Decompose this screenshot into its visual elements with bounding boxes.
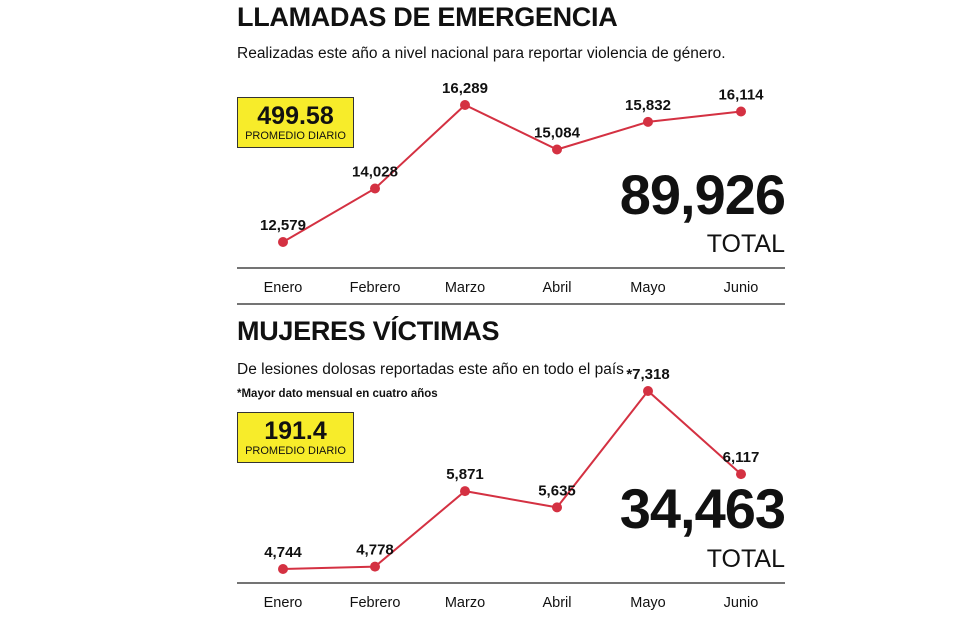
chart1-data-label-marzo: 16,289 xyxy=(442,80,488,97)
chart2-data-label-enero: 4,744 xyxy=(264,544,302,561)
chart2-total-value: 34,463 xyxy=(619,477,786,540)
chart1-daily-average-value: 499.58 xyxy=(257,102,334,130)
chart2-point-febrero xyxy=(370,561,380,572)
chart1-data-label-enero: 12,579 xyxy=(260,217,306,234)
chart2-x-tick-junio: Junio xyxy=(724,595,759,611)
chart2-point-mayo xyxy=(643,386,653,396)
chart1-point-abril xyxy=(552,144,562,155)
chart1-point-marzo xyxy=(460,100,470,110)
chart1-data-label-abril: 15,084 xyxy=(534,125,581,142)
chart2-point-abril xyxy=(552,502,562,513)
chart1-x-tick-abril: Abril xyxy=(542,280,571,296)
chart2-x-tick-abril: Abril xyxy=(542,595,571,611)
chart1-point-mayo xyxy=(643,116,653,127)
chart1-data-label-mayo: 15,832 xyxy=(625,97,671,114)
chart2-data-label-febrero: 4,778 xyxy=(356,542,394,559)
chart1-subtitle: Realizadas este año a nivel nacional par… xyxy=(237,45,726,62)
chart2-data-label-mayo: *7,318 xyxy=(626,366,669,383)
chart1-daily-average-box: 499.58 PROMEDIO DIARIO xyxy=(237,97,354,148)
chart2-x-tick-febrero: Febrero xyxy=(350,595,401,611)
chart1-series-line xyxy=(282,103,742,243)
chart2-x-tick-mayo: Mayo xyxy=(630,595,665,611)
chart1-data-label-junio: 16,114 xyxy=(718,87,764,104)
chart2-data-label-abril: 5,635 xyxy=(538,482,576,499)
chart1-x-tick-junio: Junio xyxy=(724,280,759,296)
chart2-title: MUJERES VÍCTIMAS xyxy=(237,316,500,346)
chart2-daily-average-box: 191.4 PROMEDIO DIARIO xyxy=(237,412,354,463)
chart2-data-label-junio: 6,117 xyxy=(723,449,760,466)
chart1-data-label-febrero: 14,028 xyxy=(352,164,398,181)
chart2-footnote: *Mayor dato mensual en cuatro años xyxy=(237,388,438,400)
chart2-subtitle: De lesiones dolosas reportadas este año … xyxy=(237,361,624,378)
chart1-daily-average-label: PROMEDIO DIARIO xyxy=(245,130,346,142)
chart1-total-label: TOTAL xyxy=(706,230,785,258)
chart1-point-febrero xyxy=(370,183,380,194)
chart2-data-label-marzo: 5,871 xyxy=(446,466,484,483)
chart2-daily-average-label: PROMEDIO DIARIO xyxy=(245,445,346,457)
chart2-point-junio xyxy=(736,469,746,480)
chart2-x-tick-enero: Enero xyxy=(264,595,303,611)
chart1-x-tick-enero: Enero xyxy=(264,280,303,296)
chart1-point-junio xyxy=(736,106,746,117)
chart1-x-tick-febrero: Febrero xyxy=(350,280,401,296)
chart2-x-tick-marzo: Marzo xyxy=(445,595,485,611)
chart2-point-enero xyxy=(278,564,288,574)
chart1-x-tick-marzo: Marzo xyxy=(445,280,485,296)
chart2-series-line xyxy=(282,389,742,570)
chart2-total-label: TOTAL xyxy=(706,545,785,573)
chart2-daily-average-value: 191.4 xyxy=(264,417,327,445)
chart1-plot: 12,579 Enero 14,028 Febrero 16,289 Marzo 15,08… xyxy=(237,80,785,305)
chart1-x-tick-mayo: Mayo xyxy=(630,280,665,296)
chart1-total-value: 89,926 xyxy=(619,163,786,226)
chart2-point-marzo xyxy=(460,486,470,497)
chart1-title: LLAMADAS DE EMERGENCIA xyxy=(237,2,618,32)
chart1-point-enero xyxy=(278,237,288,247)
